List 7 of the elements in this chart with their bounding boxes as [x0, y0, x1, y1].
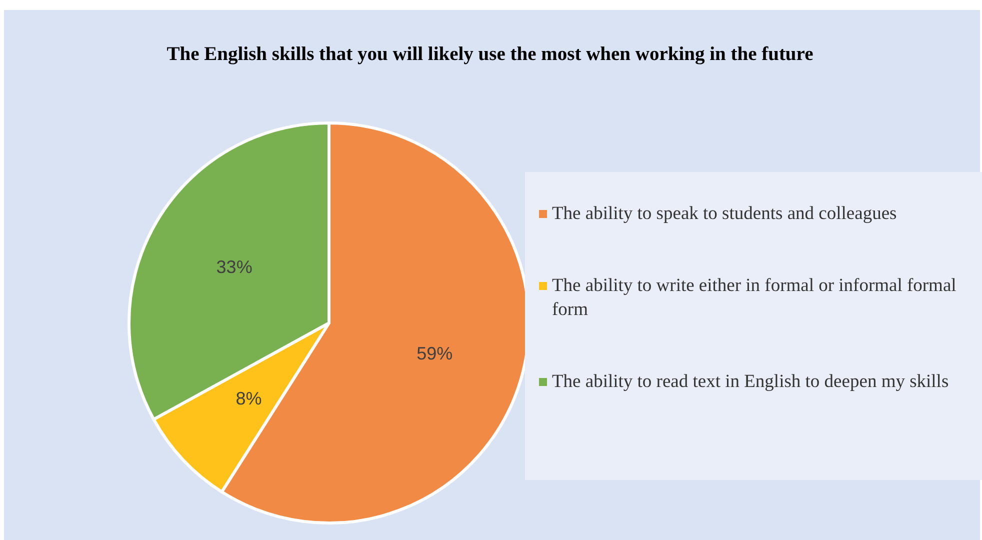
- legend-label: The ability to read text in English to deepen my skills: [552, 371, 949, 394]
- legend-label: The ability to speak to students and colleagues: [552, 203, 897, 226]
- chart-title: The English skills that you will likely use the most when working in the future: [166, 43, 814, 67]
- data-label: 8%: [236, 388, 262, 408]
- data-label: 59%: [416, 344, 453, 364]
- legend-label: The ability to write either in formal or informal formal form: [552, 275, 958, 322]
- data-label: 33%: [216, 257, 252, 278]
